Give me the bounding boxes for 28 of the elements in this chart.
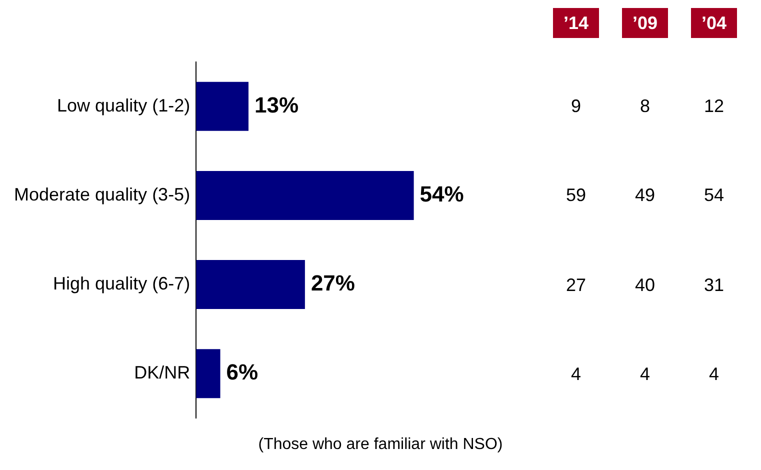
y-tick-label: DK/NR bbox=[134, 362, 190, 383]
text: ’09 bbox=[622, 8, 668, 38]
text: 4 bbox=[708, 362, 720, 386]
text: 40 bbox=[634, 274, 656, 297]
bar bbox=[196, 260, 305, 310]
text: 8 bbox=[638, 95, 651, 118]
text: 4 bbox=[638, 362, 651, 386]
text: ’04 bbox=[691, 8, 737, 38]
bar bbox=[196, 349, 220, 398]
bar bbox=[196, 82, 248, 131]
data-label: 6% bbox=[226, 360, 258, 385]
text: 59 bbox=[564, 184, 588, 208]
data-label: 54% bbox=[420, 182, 464, 207]
text: 27 bbox=[564, 274, 588, 297]
y-tick-label: Moderate quality (3-5) bbox=[14, 184, 190, 204]
text: ’14 bbox=[553, 8, 599, 38]
text: 9 bbox=[570, 95, 582, 118]
y-tick-label: Low quality (1-2) bbox=[57, 95, 190, 116]
text: 49 bbox=[634, 184, 656, 208]
y-tick-label: High quality (6-7) bbox=[53, 274, 190, 294]
text: 4 bbox=[570, 362, 582, 386]
text: 12 bbox=[702, 95, 726, 118]
bar bbox=[196, 170, 414, 220]
text: 31 bbox=[702, 274, 726, 297]
data-label: 13% bbox=[254, 92, 299, 118]
data-label: 27% bbox=[310, 270, 355, 296]
text: 54 bbox=[702, 184, 726, 208]
text: (Those who are familiar with NSO) bbox=[257, 436, 504, 454]
